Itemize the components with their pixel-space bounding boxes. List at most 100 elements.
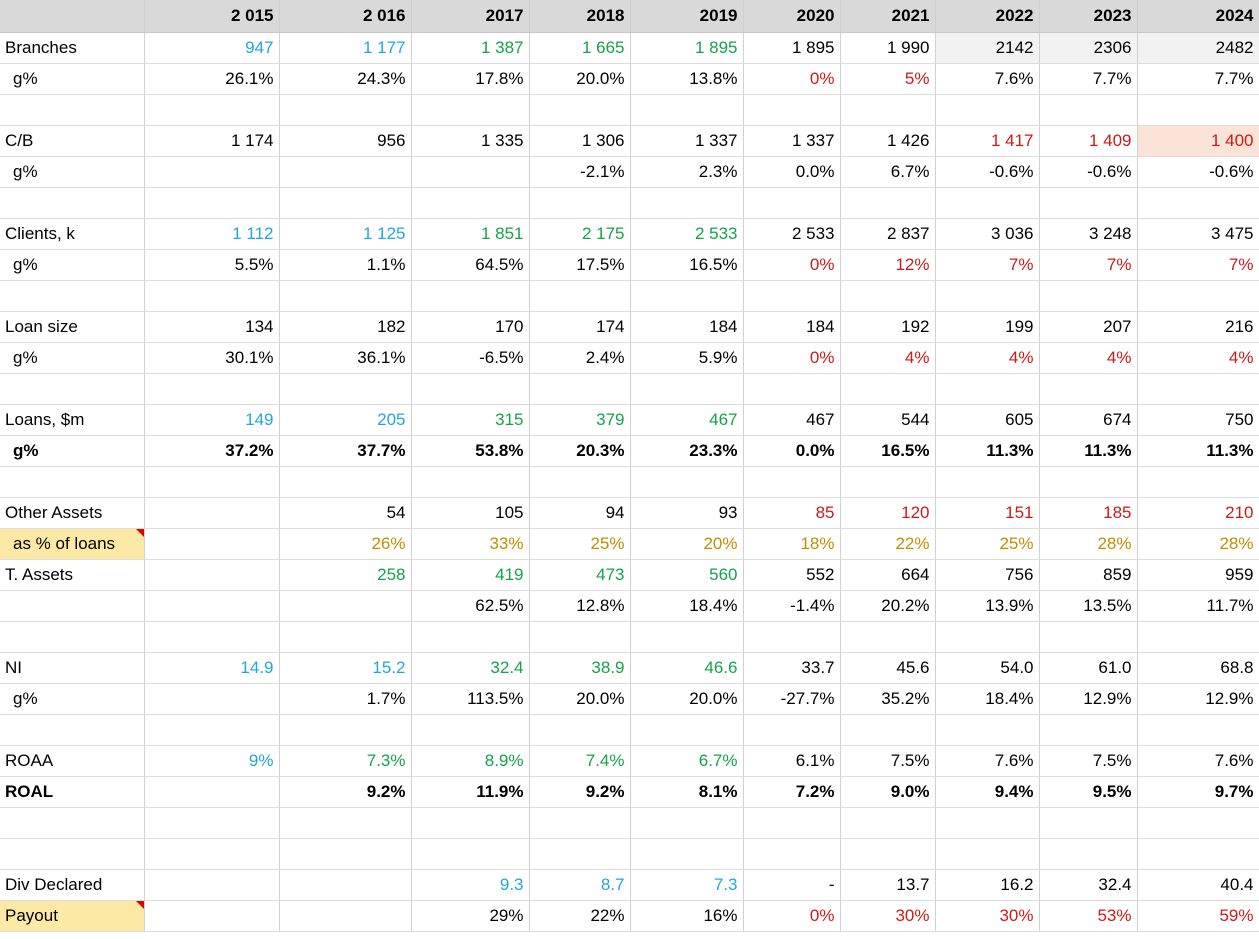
data-cell[interactable] xyxy=(1137,466,1259,498)
data-cell[interactable]: 17.5% xyxy=(529,249,631,281)
data-cell[interactable] xyxy=(279,94,412,126)
row-label-cell[interactable]: as % of loans xyxy=(0,528,145,560)
data-cell[interactable]: 182 xyxy=(279,311,412,343)
data-cell[interactable] xyxy=(279,621,412,653)
data-cell[interactable]: 18% xyxy=(743,528,841,560)
data-cell[interactable] xyxy=(840,714,936,746)
row-label-cell[interactable] xyxy=(0,373,145,405)
data-cell[interactable]: 6.7% xyxy=(840,156,936,188)
data-cell[interactable]: 18.4% xyxy=(630,590,744,622)
data-cell[interactable] xyxy=(1039,373,1138,405)
data-cell[interactable]: 24.3% xyxy=(279,63,412,95)
data-cell[interactable]: 674 xyxy=(1039,404,1138,436)
data-cell[interactable]: 8.7 xyxy=(529,869,631,901)
data-cell[interactable]: 54 xyxy=(279,497,412,529)
data-cell[interactable]: 17.8% xyxy=(411,63,530,95)
data-cell[interactable] xyxy=(840,807,936,839)
data-cell[interactable]: 2 533 xyxy=(743,218,841,250)
data-cell[interactable]: 0% xyxy=(743,342,841,374)
data-cell[interactable]: 53% xyxy=(1039,900,1138,932)
data-cell[interactable] xyxy=(279,187,412,219)
data-cell[interactable] xyxy=(279,156,412,188)
data-cell[interactable] xyxy=(411,714,530,746)
data-cell[interactable]: 1 125 xyxy=(279,218,412,250)
data-cell[interactable]: 1 174 xyxy=(144,125,280,157)
data-cell[interactable]: 28% xyxy=(1137,528,1259,560)
data-cell[interactable]: 7.6% xyxy=(935,745,1040,777)
data-cell[interactable]: 30% xyxy=(935,900,1040,932)
data-cell[interactable] xyxy=(630,187,744,219)
data-cell[interactable]: 1 417 xyxy=(935,125,1040,157)
row-label-cell[interactable]: T. Assets xyxy=(0,559,145,591)
data-cell[interactable]: 68.8 xyxy=(1137,652,1259,684)
data-cell[interactable]: 2482 xyxy=(1137,32,1259,64)
row-label-cell[interactable] xyxy=(0,714,145,746)
data-cell[interactable]: 23.3% xyxy=(630,435,744,467)
header-year-cell[interactable]: 2021 xyxy=(840,0,936,33)
data-cell[interactable] xyxy=(630,714,744,746)
data-cell[interactable]: 605 xyxy=(935,404,1040,436)
row-label-cell[interactable]: Branches xyxy=(0,32,145,64)
data-cell[interactable]: 38.9 xyxy=(529,652,631,684)
data-cell[interactable] xyxy=(144,683,280,715)
data-cell[interactable]: 170 xyxy=(411,311,530,343)
data-cell[interactable]: 7.5% xyxy=(1039,745,1138,777)
data-cell[interactable] xyxy=(935,714,1040,746)
data-cell[interactable]: 26.1% xyxy=(144,63,280,95)
data-cell[interactable] xyxy=(840,621,936,653)
data-cell[interactable] xyxy=(1039,714,1138,746)
data-cell[interactable]: 1 177 xyxy=(279,32,412,64)
data-cell[interactable]: -27.7% xyxy=(743,683,841,715)
data-cell[interactable]: 11.3% xyxy=(1039,435,1138,467)
data-cell[interactable]: 315 xyxy=(411,404,530,436)
data-cell[interactable] xyxy=(144,466,280,498)
data-cell[interactable]: 9% xyxy=(144,745,280,777)
data-cell[interactable]: 12.9% xyxy=(1137,683,1259,715)
data-cell[interactable] xyxy=(1039,94,1138,126)
data-cell[interactable]: - xyxy=(743,869,841,901)
data-cell[interactable]: 2142 xyxy=(935,32,1040,64)
data-cell[interactable]: 9.0% xyxy=(840,776,936,808)
data-cell[interactable]: 7% xyxy=(935,249,1040,281)
data-cell[interactable]: 12.8% xyxy=(529,590,631,622)
data-cell[interactable]: 1.1% xyxy=(279,249,412,281)
data-cell[interactable] xyxy=(279,900,412,932)
data-cell[interactable]: 16% xyxy=(630,900,744,932)
row-label-cell[interactable] xyxy=(0,466,145,498)
data-cell[interactable]: 2 837 xyxy=(840,218,936,250)
header-corner-cell[interactable] xyxy=(0,0,145,33)
data-cell[interactable] xyxy=(840,187,936,219)
data-cell[interactable]: 16.5% xyxy=(630,249,744,281)
data-cell[interactable]: 467 xyxy=(630,404,744,436)
data-cell[interactable] xyxy=(840,466,936,498)
data-cell[interactable]: 0.0% xyxy=(743,435,841,467)
data-cell[interactable]: 0.0% xyxy=(743,156,841,188)
data-cell[interactable]: 664 xyxy=(840,559,936,591)
data-cell[interactable]: -6.5% xyxy=(411,342,530,374)
data-cell[interactable]: 14.9 xyxy=(144,652,280,684)
data-cell[interactable]: 1 409 xyxy=(1039,125,1138,157)
data-cell[interactable]: 113.5% xyxy=(411,683,530,715)
data-cell[interactable]: 5.5% xyxy=(144,249,280,281)
data-cell[interactable]: 1 895 xyxy=(630,32,744,64)
data-cell[interactable] xyxy=(743,714,841,746)
data-cell[interactable] xyxy=(935,280,1040,312)
data-cell[interactable] xyxy=(144,714,280,746)
data-cell[interactable] xyxy=(840,373,936,405)
data-cell[interactable]: 1 337 xyxy=(743,125,841,157)
data-cell[interactable]: 7.5% xyxy=(840,745,936,777)
row-label-cell[interactable]: Loan size xyxy=(0,311,145,343)
data-cell[interactable] xyxy=(144,621,280,653)
data-cell[interactable]: 15.2 xyxy=(279,652,412,684)
data-cell[interactable]: 7.7% xyxy=(1137,63,1259,95)
data-cell[interactable] xyxy=(630,838,744,870)
data-cell[interactable]: 467 xyxy=(743,404,841,436)
data-cell[interactable] xyxy=(279,590,412,622)
data-cell[interactable]: 192 xyxy=(840,311,936,343)
data-cell[interactable]: 25% xyxy=(935,528,1040,560)
data-cell[interactable]: 174 xyxy=(529,311,631,343)
data-cell[interactable]: 2306 xyxy=(1039,32,1138,64)
data-cell[interactable] xyxy=(411,373,530,405)
row-label-cell[interactable] xyxy=(0,621,145,653)
data-cell[interactable]: 29% xyxy=(411,900,530,932)
